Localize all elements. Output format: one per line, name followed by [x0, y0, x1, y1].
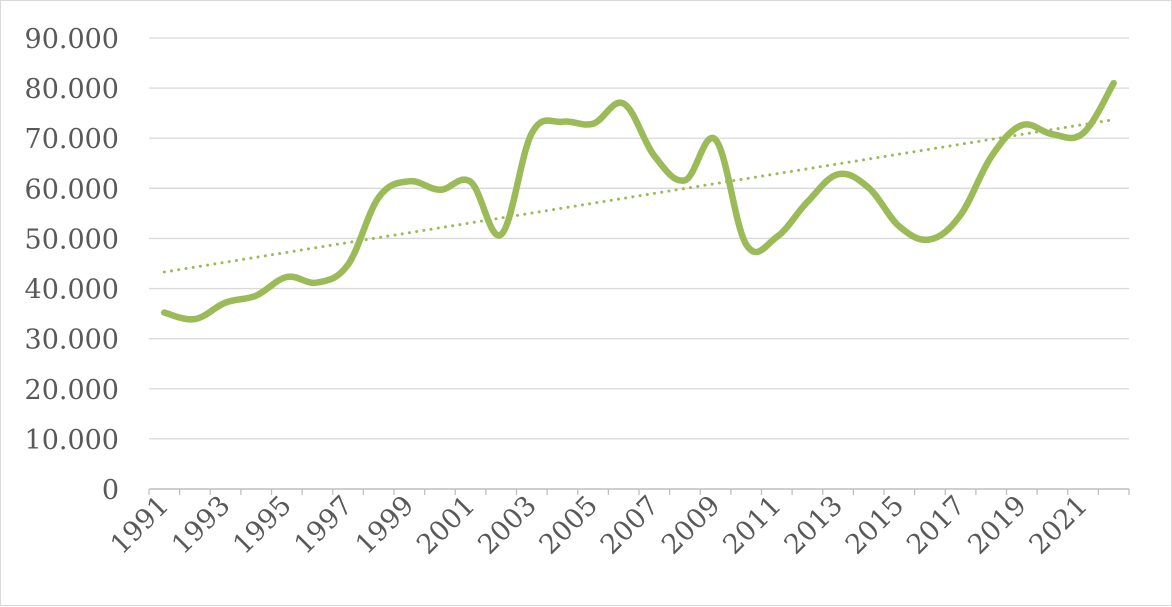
y-tick-label: 80.000 [25, 74, 119, 105]
x-axis [148, 488, 1130, 495]
x-tick-label: 1995 [227, 490, 298, 561]
x-tick-label: 2007 [595, 490, 666, 561]
y-axis-tick-labels: 0 10.000 20.000 30.000 40.000 50.000 60.000 70.… [25, 24, 119, 506]
gridlines [149, 37, 1129, 440]
x-tick-label: 2013 [779, 490, 850, 561]
y-tick-label: 50.000 [25, 224, 119, 255]
x-tick-label: 1993 [166, 490, 237, 561]
x-tick-label: 1999 [350, 490, 421, 561]
y-tick-label: 60.000 [25, 174, 119, 205]
series-line [161, 79, 1117, 323]
y-tick-label: 30.000 [25, 325, 119, 356]
series-lines [161, 79, 1117, 323]
y-tick-label: 20.000 [25, 375, 119, 406]
x-tick-label: 2019 [962, 490, 1033, 561]
x-tick-label: 2005 [534, 490, 605, 561]
y-tick-label: 90.000 [25, 24, 119, 55]
x-tick-label: 2015 [840, 490, 911, 561]
x-tick-label: 2011 [717, 490, 788, 561]
x-tick-label: 2009 [656, 490, 727, 561]
x-tick-label: 2003 [472, 490, 543, 561]
y-tick-label: 10.000 [25, 425, 119, 456]
x-tick-label: 2017 [901, 490, 972, 561]
x-tick-label: 2021 [1024, 490, 1095, 561]
y-tick-label: 0 [102, 475, 119, 506]
x-axis-tick-labels: 1991199319951997199920012003200520072009… [105, 490, 1094, 561]
x-tick-label: 1997 [289, 490, 360, 561]
x-tick-label: 2001 [411, 490, 482, 561]
y-tick-label: 70.000 [25, 124, 119, 155]
linear-trendline [162, 118, 1116, 274]
y-tick-label: 40.000 [25, 275, 119, 306]
trendline [162, 118, 1116, 274]
